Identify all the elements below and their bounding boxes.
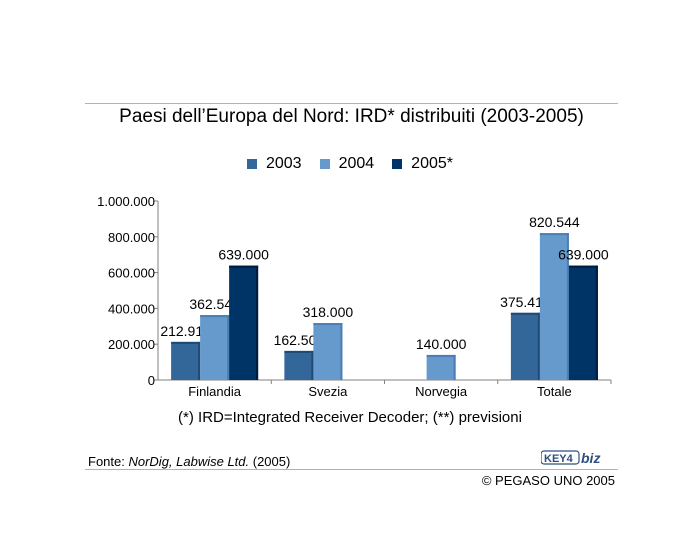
svg-text:KEY4: KEY4	[544, 453, 574, 465]
bar-top-edge	[229, 265, 259, 268]
legend-item-2003: 2003	[246, 155, 302, 173]
bar-top-edge	[284, 350, 314, 353]
legend-swatch-2005	[392, 159, 403, 169]
bar-shade	[227, 315, 230, 380]
legend-swatch-2004	[319, 159, 330, 169]
y-tick-label: 0	[148, 373, 155, 388]
bar-2003-finlandia	[171, 341, 201, 380]
bar-2004-totale	[539, 233, 569, 380]
data-label: 639.000	[558, 247, 609, 263]
data-label: 362.544	[189, 296, 240, 312]
bar-shade	[256, 265, 259, 380]
bar-2003-totale	[510, 312, 540, 380]
bar-top-edge	[171, 341, 201, 344]
bar-2004-finlandia	[200, 315, 230, 380]
source-name: NorDig, Labwise Ltd.	[128, 454, 250, 469]
bar-shade	[311, 350, 314, 380]
bottom-rule	[85, 469, 618, 470]
legend-item-2004: 2004	[319, 155, 375, 173]
data-label: 820.544	[529, 214, 580, 230]
bar-top-edge	[426, 354, 456, 357]
bar-2003-svezia	[284, 350, 314, 380]
data-label: 318.000	[303, 304, 354, 320]
bar-top-edge	[510, 312, 540, 315]
bar-2005-finlandia	[229, 265, 259, 380]
legend: 2003 2004 2005*	[0, 155, 700, 173]
bar-2004-svezia	[313, 323, 343, 380]
y-tick-label: 200.000	[108, 337, 155, 352]
legend-item-2005: 2005*	[392, 155, 453, 173]
copyright: © PEGASO UNO 2005	[481, 473, 615, 488]
data-label: 140.000	[416, 336, 467, 352]
data-label: 639.000	[218, 247, 269, 263]
bar-top-edge	[568, 265, 598, 268]
bar-2004-norvegia	[426, 354, 456, 380]
x-tick-label: Norvegia	[415, 384, 468, 399]
y-tick-label: 600.000	[108, 266, 155, 281]
data-label: 162.500	[274, 332, 325, 348]
y-tick-label: 800.000	[108, 230, 155, 245]
bar-2005-totale	[568, 265, 598, 380]
bar-shade	[453, 354, 456, 380]
bar-shade	[566, 233, 569, 380]
data-label: 375.417	[500, 294, 551, 310]
legend-label-2005: 2005*	[411, 155, 453, 172]
key4biz-logo: KEY4 biz	[541, 450, 600, 466]
x-tick-label: Finlandia	[188, 384, 242, 399]
source-suffix: (2005)	[249, 454, 291, 469]
bar-top-edge	[313, 323, 343, 326]
x-tick-label: Svezia	[308, 384, 348, 399]
data-label: 212.917	[160, 323, 211, 339]
source-credit: Fonte: NorDig, Labwise Ltd. (2005)	[88, 454, 290, 469]
legend-label-2003: 2003	[265, 155, 302, 172]
chart-title: Paesi dell’Europa del Nord: IRD* distrib…	[119, 106, 584, 127]
top-rule	[85, 103, 618, 104]
bar-shade	[198, 341, 201, 380]
bar-shade	[595, 265, 598, 380]
y-tick-label: 1.000.000	[97, 194, 155, 209]
legend-label-2004: 2004	[338, 155, 375, 172]
bar-top-edge	[200, 315, 230, 318]
y-tick-label: 400.000	[108, 301, 155, 316]
source-prefix: Fonte:	[88, 454, 129, 469]
legend-swatch-2003	[246, 159, 257, 169]
svg-text:biz: biz	[581, 450, 600, 466]
bar-shade	[537, 312, 540, 380]
bar-top-edge	[539, 233, 569, 236]
bar-shade	[340, 323, 343, 380]
x-tick-label: Totale	[537, 384, 572, 399]
footnote: (*) IRD=Integrated Receiver Decoder; (**…	[178, 409, 522, 426]
